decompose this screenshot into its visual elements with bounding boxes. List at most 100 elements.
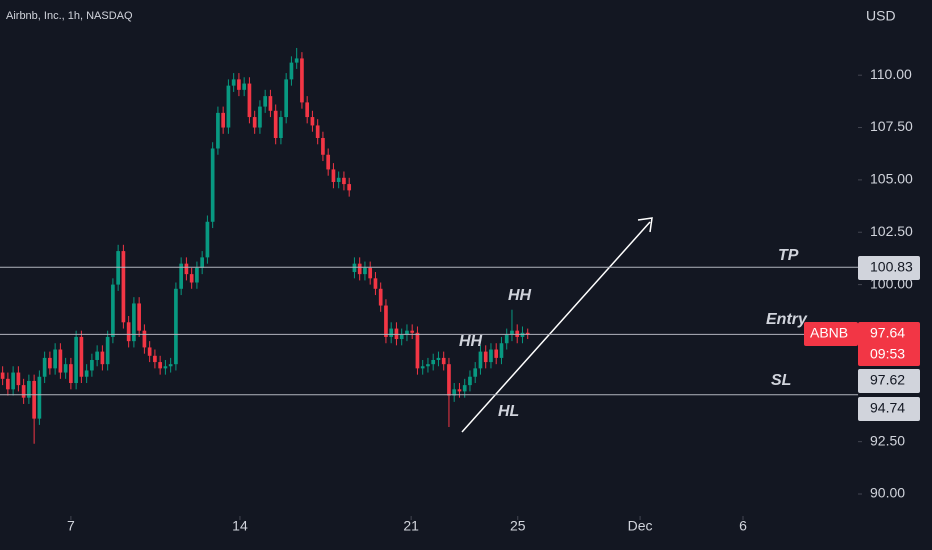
candle-body	[216, 112, 220, 149]
candle-body	[273, 110, 278, 139]
candle-body	[399, 334, 404, 340]
y-tick-label: 107.50	[870, 118, 913, 134]
candle-body	[95, 351, 99, 360]
y-tick-label: 110.00	[870, 66, 912, 82]
candle-body	[300, 58, 304, 103]
candle-body	[420, 366, 425, 369]
x-tick-label: 7	[67, 518, 75, 534]
candle-body	[394, 328, 399, 340]
candle-body	[195, 267, 199, 283]
y-tick-label: 92.50	[870, 432, 905, 448]
candle-body	[431, 359, 436, 365]
candle-body	[174, 288, 178, 365]
level-price-box	[858, 369, 920, 393]
candle-body	[205, 221, 210, 258]
x-tick-label: 14	[232, 518, 248, 534]
candle-body	[336, 177, 341, 182]
trend-arrow	[461, 221, 651, 433]
candle-body	[284, 79, 289, 118]
candle-body	[11, 372, 15, 390]
last-price-box	[858, 322, 920, 367]
candle-body	[37, 376, 42, 419]
candle-body	[352, 263, 357, 273]
level-price-box	[858, 397, 920, 421]
candle-body	[473, 368, 478, 377]
candle-body	[389, 328, 394, 337]
candle-body	[247, 83, 252, 118]
x-tick-label: Dec	[628, 518, 653, 534]
candle-body	[494, 349, 499, 358]
candle-body	[84, 370, 89, 377]
level-name: Entry	[766, 311, 808, 328]
annotation: HH	[508, 287, 532, 304]
candle-body	[53, 349, 57, 369]
candle-body	[231, 79, 236, 86]
candle-body	[305, 102, 310, 118]
candle-body	[189, 274, 194, 283]
candle-body	[168, 364, 173, 367]
candle-body	[410, 330, 415, 333]
y-tick-label: 105.00	[870, 171, 913, 187]
candle-body	[321, 138, 325, 155]
candle-body	[132, 303, 136, 342]
level-price: 97.62	[870, 372, 905, 388]
y-tick-label: 90.00	[870, 485, 905, 501]
candle-body	[0, 372, 5, 379]
candle-body	[368, 267, 373, 279]
candle-body	[6, 378, 10, 390]
candle-body	[373, 278, 378, 289]
candle-body	[27, 380, 31, 398]
candle-body	[79, 336, 84, 377]
candle-body	[137, 303, 141, 331]
candle-body	[342, 177, 346, 185]
annotation: HL	[498, 403, 519, 420]
annotation: HH	[459, 333, 483, 350]
candle-body	[121, 251, 126, 323]
candle-body	[126, 322, 131, 342]
candle-body	[16, 372, 21, 386]
candle-body	[289, 62, 294, 80]
candle-body	[452, 389, 457, 396]
candle-body	[405, 330, 409, 335]
candle-body	[279, 117, 283, 139]
candle-body	[142, 330, 147, 348]
candle-body	[489, 349, 493, 363]
candle-body	[478, 351, 483, 369]
candle-body	[436, 357, 441, 360]
x-tick-label: 6	[739, 518, 747, 534]
candle-body	[363, 267, 367, 275]
candle-body	[504, 334, 509, 344]
candle-body	[74, 336, 78, 384]
last-price: 97.64	[870, 325, 905, 341]
candle-body	[462, 385, 467, 392]
candle-body	[384, 305, 388, 337]
level-price: 100.83	[870, 259, 913, 275]
candle-body	[48, 357, 52, 369]
candle-body	[457, 389, 462, 392]
candle-body	[347, 184, 352, 191]
candle-body	[210, 148, 215, 222]
candle-body	[258, 106, 262, 128]
level-price: 94.74	[870, 400, 905, 416]
candle-body	[42, 357, 47, 377]
candle-body	[315, 125, 320, 139]
candle-body	[111, 284, 115, 337]
candle-body	[378, 288, 383, 306]
candle-body	[357, 263, 362, 275]
candle-body	[200, 257, 204, 268]
x-tick-label: 21	[403, 518, 419, 534]
candle-body	[510, 330, 514, 335]
candle-body	[90, 359, 94, 371]
candle-body	[525, 332, 530, 335]
candle-body	[226, 85, 231, 128]
candle-body	[331, 169, 336, 182]
candle-body	[268, 96, 273, 111]
countdown: 09:53	[870, 346, 905, 362]
candle-body	[21, 385, 26, 398]
level-name: TP	[778, 247, 799, 264]
candle-body	[147, 347, 152, 356]
candle-body	[63, 364, 68, 373]
candle-body	[426, 364, 430, 367]
